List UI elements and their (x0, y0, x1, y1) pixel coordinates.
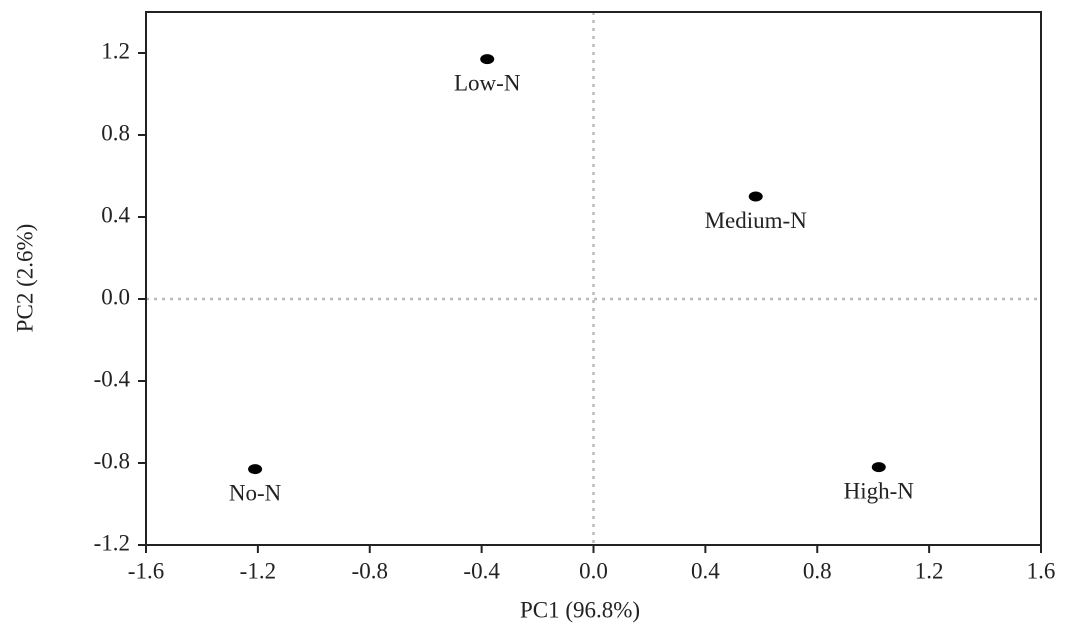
x-tick-label: -0.8 (352, 558, 388, 583)
point-label: Low-N (454, 70, 521, 95)
x-tick-label: -1.2 (240, 558, 276, 583)
y-tick-label: -0.4 (94, 366, 131, 391)
point (248, 464, 263, 475)
x-tick-label: 0.4 (691, 558, 720, 583)
point (480, 54, 495, 65)
x-tick-label: -0.4 (463, 558, 500, 583)
y-tick-label: 0.0 (101, 284, 130, 309)
y-tick-label: -1.2 (94, 530, 130, 555)
x-tick-label: 1.2 (915, 558, 944, 583)
y-tick-label: 1.2 (101, 38, 130, 63)
x-axis-label: PC1 (96.8%) (520, 597, 640, 622)
x-tick-label: 0.0 (579, 558, 608, 583)
y-tick-label: 0.8 (101, 120, 130, 145)
point-label: High-N (844, 478, 915, 503)
x-tick-label: 0.8 (803, 558, 832, 583)
point-label: No-N (229, 480, 282, 505)
x-tick-label: 1.6 (1027, 558, 1056, 583)
point-label: Medium-N (705, 208, 808, 233)
y-tick-label: 0.4 (101, 202, 130, 227)
point (748, 191, 763, 202)
x-tick-label: -1.6 (128, 558, 164, 583)
y-tick-label: -0.8 (94, 448, 130, 473)
y-axis-label: PC2 (2.6%) (12, 224, 37, 333)
point (871, 462, 886, 473)
